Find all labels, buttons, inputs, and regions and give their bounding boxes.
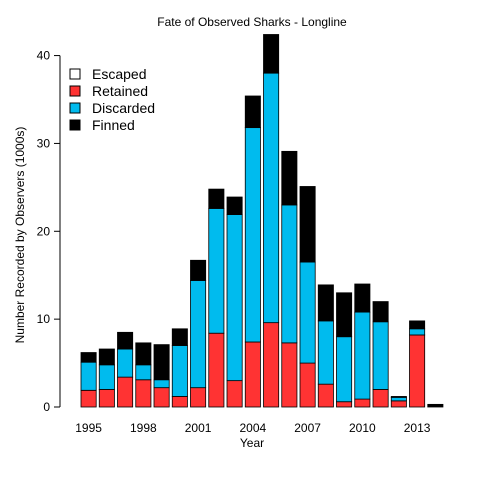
bar-finned-2006 xyxy=(281,150,298,206)
x-tick-label: 2013 xyxy=(404,421,431,435)
x-tick-label: 2004 xyxy=(239,421,266,435)
bar-discarded-2003 xyxy=(226,214,243,382)
bar-discarded-2011 xyxy=(372,321,389,390)
bar-finned-1998 xyxy=(135,342,152,366)
bar-discarded-2004 xyxy=(244,127,261,343)
bar-finned-2003 xyxy=(226,196,243,215)
bar-discarded-2013 xyxy=(409,328,426,336)
bar-discarded-1998 xyxy=(135,364,152,381)
bar-retained-2012 xyxy=(390,400,407,408)
x-tick-label: 2010 xyxy=(349,421,376,435)
bar-discarded-2005 xyxy=(263,72,280,324)
chart-title: Fate of Observed Sharks - Longline xyxy=(157,15,347,29)
bar-finned-1999 xyxy=(153,344,170,381)
bar-discarded-1999 xyxy=(153,379,170,389)
bar-retained-2002 xyxy=(208,332,225,408)
bar-retained-2008 xyxy=(317,383,334,408)
bar-retained-1999 xyxy=(153,387,170,408)
legend-label-escaped: Escaped xyxy=(92,66,146,82)
bar-discarded-2006 xyxy=(281,204,298,344)
bar-finned-1995 xyxy=(80,352,97,363)
bar-retained-2011 xyxy=(372,389,389,408)
bar-retained-1998 xyxy=(135,379,152,408)
bar-retained-2000 xyxy=(171,396,188,408)
x-axis: 1995 1998 2001 2004 2007 2010 2013 xyxy=(75,421,431,435)
bar-finned-2000 xyxy=(171,328,188,346)
x-axis-label: Year xyxy=(240,436,264,450)
bar-retained-2013 xyxy=(409,334,426,408)
x-tick-label: 1995 xyxy=(75,421,102,435)
bar-retained-1995 xyxy=(80,389,97,408)
y-axis-label: Number Recorded by Observers (1000s) xyxy=(13,127,27,344)
legend-label-discarded: Discarded xyxy=(92,100,155,116)
legend-swatch-finned xyxy=(69,119,81,131)
y-tick-label: 20 xyxy=(37,224,51,238)
bar-discarded-2009 xyxy=(336,336,353,403)
y-tick-label: 10 xyxy=(37,312,51,326)
bar-finned-2009 xyxy=(336,292,353,338)
bar-finned-1996 xyxy=(98,348,115,366)
bar-retained-2003 xyxy=(226,380,243,408)
bar-discarded-1995 xyxy=(80,361,97,391)
bar-discarded-2012 xyxy=(390,396,407,402)
bar-discarded-2001 xyxy=(190,280,207,389)
y-tick-label: 0 xyxy=(43,400,50,414)
bar-finned-2011 xyxy=(372,301,389,323)
x-tick-label: 2007 xyxy=(294,421,321,435)
legend-swatch-retained xyxy=(69,85,81,97)
plot-area xyxy=(80,34,444,408)
y-axis: 0 10 20 30 40 xyxy=(37,49,61,414)
bar-finned-2010 xyxy=(354,283,371,313)
bar-retained-2005 xyxy=(263,322,280,408)
bar-finned-2013 xyxy=(409,320,426,330)
bar-discarded-2008 xyxy=(317,320,334,385)
legend-label-finned: Finned xyxy=(92,117,135,133)
bar-finned-2008 xyxy=(317,284,334,322)
y-tick-label: 40 xyxy=(37,49,51,63)
bar-discarded-2000 xyxy=(171,345,188,397)
x-tick-label: 1998 xyxy=(130,421,157,435)
bar-retained-2006 xyxy=(281,342,298,408)
bar-discarded-1997 xyxy=(117,348,134,378)
bar-discarded-1996 xyxy=(98,364,115,390)
x-tick-label: 2001 xyxy=(185,421,212,435)
bar-retained-2010 xyxy=(354,398,371,408)
bar-finned-2012 xyxy=(390,396,407,398)
bar-discarded-2007 xyxy=(299,261,316,364)
bar-finned-2014 xyxy=(427,403,444,408)
bar-finned-1997 xyxy=(117,331,134,350)
bar-discarded-2002 xyxy=(208,208,225,334)
bar-finned-2002 xyxy=(208,188,225,209)
bar-discarded-2010 xyxy=(354,311,371,400)
bar-finned-2005 xyxy=(263,34,280,74)
bar-retained-1997 xyxy=(117,376,134,408)
bar-finned-2007 xyxy=(299,186,316,263)
y-tick-label: 30 xyxy=(37,136,51,150)
legend-swatch-discarded xyxy=(69,102,81,114)
bar-finned-2001 xyxy=(190,259,207,281)
bar-retained-2001 xyxy=(190,387,207,408)
bar-retained-2007 xyxy=(299,362,316,408)
bar-finned-2004 xyxy=(244,95,261,129)
legend-label-retained: Retained xyxy=(92,83,148,99)
legend-swatch-escaped xyxy=(69,68,81,80)
bar-retained-2004 xyxy=(244,341,261,408)
bar-retained-1996 xyxy=(98,389,115,408)
bar-retained-2009 xyxy=(336,401,353,408)
